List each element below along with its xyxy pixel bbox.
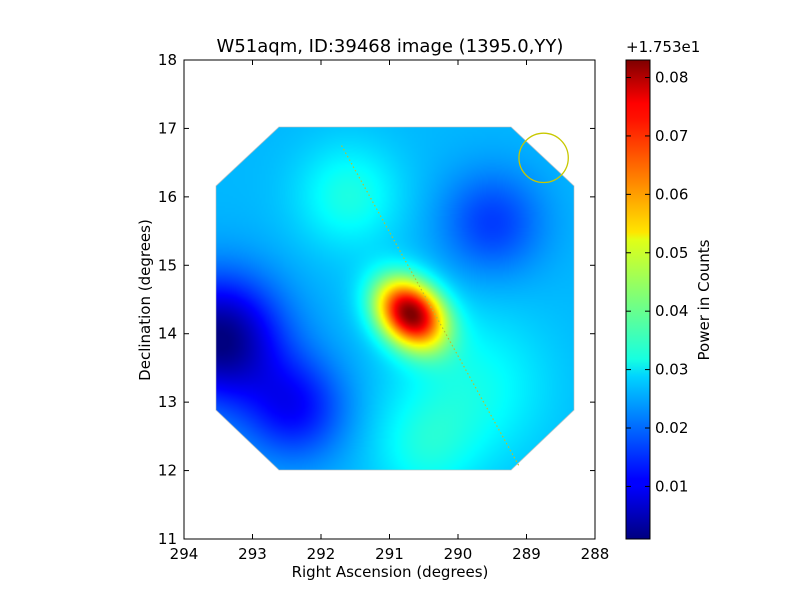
heatmap-raster <box>216 127 574 470</box>
y-tick-label: 18 <box>158 51 177 69</box>
colorbar-tick-label: 0.06 <box>655 185 688 203</box>
colorbar-label: Power in Counts <box>695 239 713 360</box>
y-tick-label: 14 <box>158 325 177 343</box>
y-tick-label: 15 <box>158 256 177 274</box>
x-tick-label: 294 <box>170 545 199 563</box>
y-axis-ticks: 11 12 13 14 15 16 17 18 <box>158 51 595 548</box>
y-tick-label: 11 <box>158 530 177 548</box>
colorbar-tick-label: 0.08 <box>655 69 688 87</box>
colorbar-frame <box>625 59 651 540</box>
colorbar-tick-label: 0.01 <box>655 477 688 495</box>
x-tick-label: 289 <box>512 545 541 563</box>
y-tick-label: 16 <box>158 188 177 206</box>
image-edge <box>215 126 575 471</box>
y-tick-label: 13 <box>158 393 177 411</box>
colorbar-ticks: 0.01 0.02 0.03 0.04 0.05 0.06 0.07 0.08 <box>626 69 688 495</box>
x-axis-ticks: 294 293 292 291 290 289 288 <box>170 60 610 563</box>
x-tick-label: 288 <box>581 545 610 563</box>
colorbar-tick-label: 0.03 <box>655 361 688 379</box>
x-axis-label: Right Ascension (degrees) <box>292 563 489 581</box>
colorbar-offset-label: +1.753e1 <box>626 38 700 56</box>
heatmap-image <box>216 127 574 470</box>
colorbar-tick-label: 0.05 <box>655 244 688 262</box>
dotted-track-line <box>341 145 521 468</box>
chart-title: W51aqm, ID:39468 image (1395.0,YY) <box>217 36 564 57</box>
y-tick-label: 12 <box>158 462 177 480</box>
x-tick-label: 290 <box>444 545 473 563</box>
beam-circle <box>518 132 569 184</box>
x-tick-label: 291 <box>375 545 404 563</box>
colorbar-tick-label: 0.02 <box>655 419 688 437</box>
x-tick-label: 292 <box>307 545 336 563</box>
x-tick-label: 293 <box>238 545 267 563</box>
y-axis-label: Declination (degrees) <box>136 219 154 381</box>
y-tick-label: 17 <box>158 119 177 137</box>
colorbar-tick-label: 0.04 <box>655 302 688 320</box>
colorbar-tick-label: 0.07 <box>655 127 688 145</box>
colorbar <box>626 60 650 539</box>
